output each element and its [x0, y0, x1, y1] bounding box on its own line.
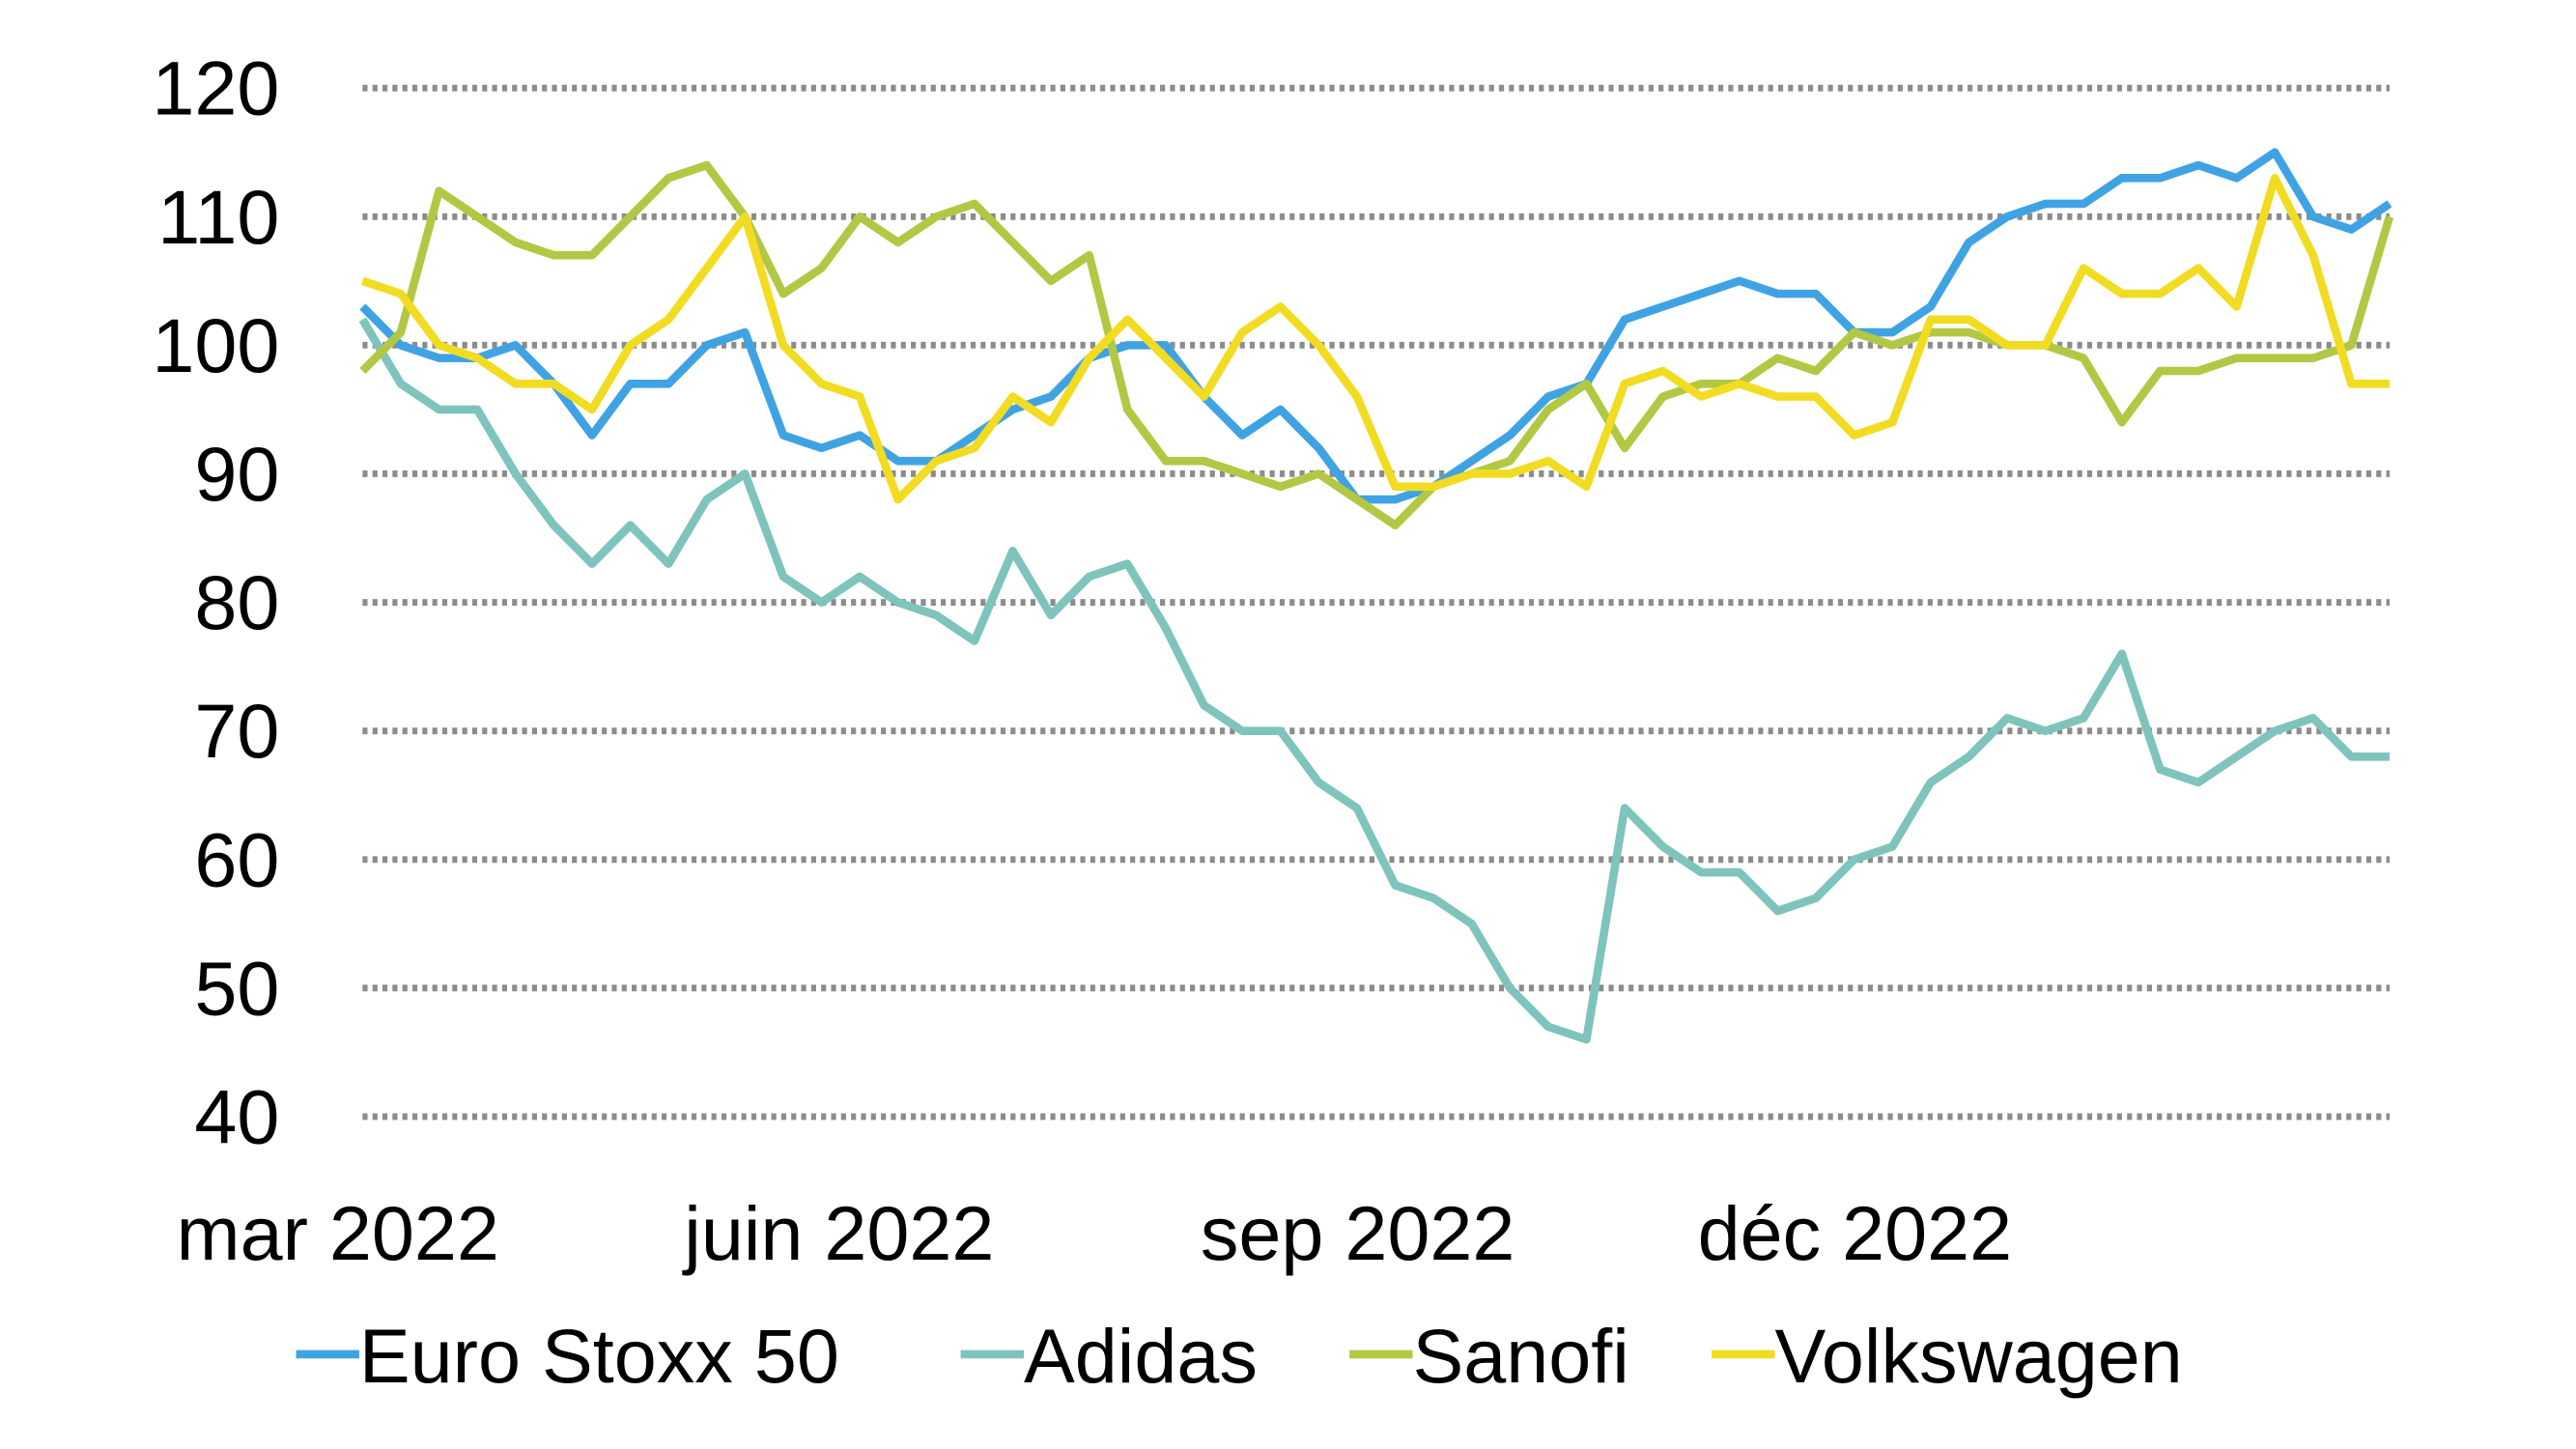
- legend-label: Volkswagen: [1775, 1313, 2183, 1399]
- series-line-sanofi: [359, 160, 2394, 530]
- x-tick-label: juin 2022: [682, 1190, 994, 1276]
- legend-item: Euro Stoxx 50: [296, 1313, 839, 1399]
- y-tick-label: 60: [194, 816, 279, 902]
- x-tick-label: déc 2022: [1698, 1190, 2013, 1276]
- series-lines: [358, 148, 2394, 1044]
- y-tick-label: 80: [194, 559, 279, 645]
- y-tick-label: 120: [152, 45, 279, 131]
- legend-item: Sanofi: [1349, 1313, 1629, 1399]
- x-tick-label: mar 2022: [177, 1190, 499, 1276]
- legend: Euro Stoxx 50 Adidas Sanofi Volkswagen: [296, 1313, 2183, 1399]
- legend-item: Volkswagen: [1712, 1313, 2183, 1399]
- y-tick-label: 40: [194, 1073, 279, 1159]
- y-tick-label: 50: [194, 945, 279, 1031]
- y-tick-label: 110: [157, 174, 279, 260]
- y-axis-ticks: 120 110 100 90 80 70 60 50 40: [152, 45, 279, 1160]
- series-line-adidas: [358, 317, 2390, 1044]
- y-tick-label: 90: [194, 431, 279, 517]
- gridlines: [362, 84, 2390, 1121]
- y-tick-label: 70: [194, 688, 279, 774]
- legend-label: Euro Stoxx 50: [359, 1313, 839, 1399]
- legend-item: Adidas: [960, 1313, 1258, 1399]
- y-tick-label: 100: [152, 302, 279, 388]
- legend-label: Sanofi: [1413, 1313, 1629, 1399]
- series-line-volkswagen: [360, 174, 2390, 504]
- x-tick-label: sep 2022: [1201, 1190, 1515, 1276]
- legend-label: Adidas: [1024, 1313, 1258, 1399]
- x-axis-ticks: mar 2022 juin 2022 sep 2022 déc 2022: [177, 1190, 2012, 1276]
- series-line-euro-stoxx-50: [359, 148, 2392, 504]
